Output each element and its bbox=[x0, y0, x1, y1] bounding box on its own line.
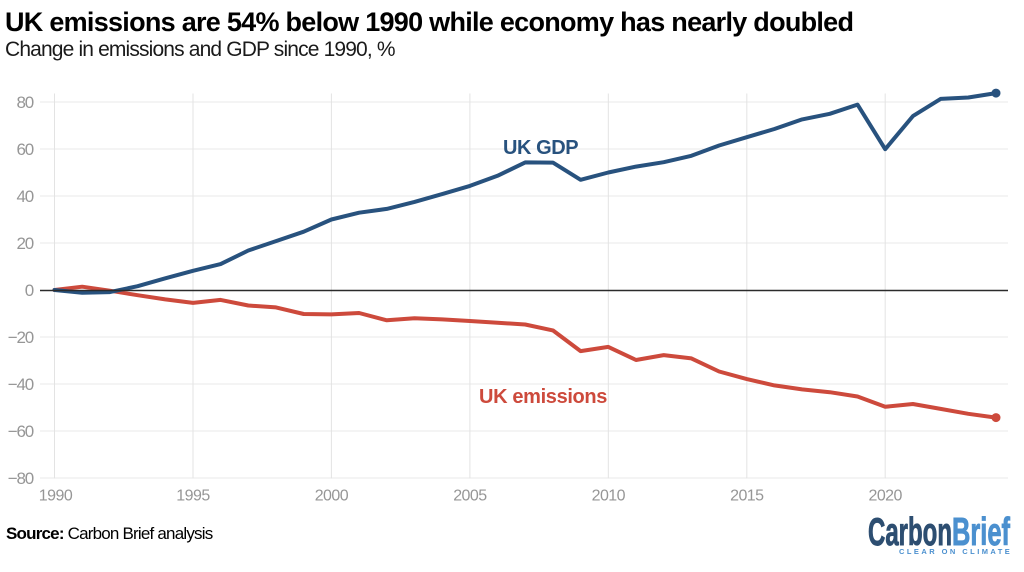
svg-text:−20: −20 bbox=[8, 328, 34, 347]
svg-text:−40: −40 bbox=[8, 375, 34, 394]
svg-text:1995: 1995 bbox=[176, 488, 210, 505]
svg-text:2000: 2000 bbox=[315, 488, 349, 505]
svg-text:80: 80 bbox=[16, 93, 33, 112]
svg-text:0: 0 bbox=[25, 281, 34, 300]
svg-text:Carbon: Carbon bbox=[868, 511, 952, 554]
svg-text:2020: 2020 bbox=[868, 488, 902, 505]
svg-text:UK GDP: UK GDP bbox=[503, 137, 578, 159]
svg-text:CLEAR ON CLIMATE: CLEAR ON CLIMATE bbox=[899, 547, 1012, 556]
svg-text:20: 20 bbox=[16, 234, 33, 253]
svg-text:UK emissions: UK emissions bbox=[479, 386, 607, 408]
svg-text:2005: 2005 bbox=[453, 488, 487, 505]
svg-text:−60: −60 bbox=[8, 422, 34, 441]
svg-text:2010: 2010 bbox=[592, 488, 626, 505]
svg-text:60: 60 bbox=[16, 140, 33, 159]
svg-text:Brief: Brief bbox=[952, 511, 1011, 554]
svg-text:2015: 2015 bbox=[730, 488, 764, 505]
svg-text:1990: 1990 bbox=[39, 488, 73, 505]
svg-text:−80: −80 bbox=[8, 469, 34, 488]
svg-text:40: 40 bbox=[16, 187, 33, 206]
